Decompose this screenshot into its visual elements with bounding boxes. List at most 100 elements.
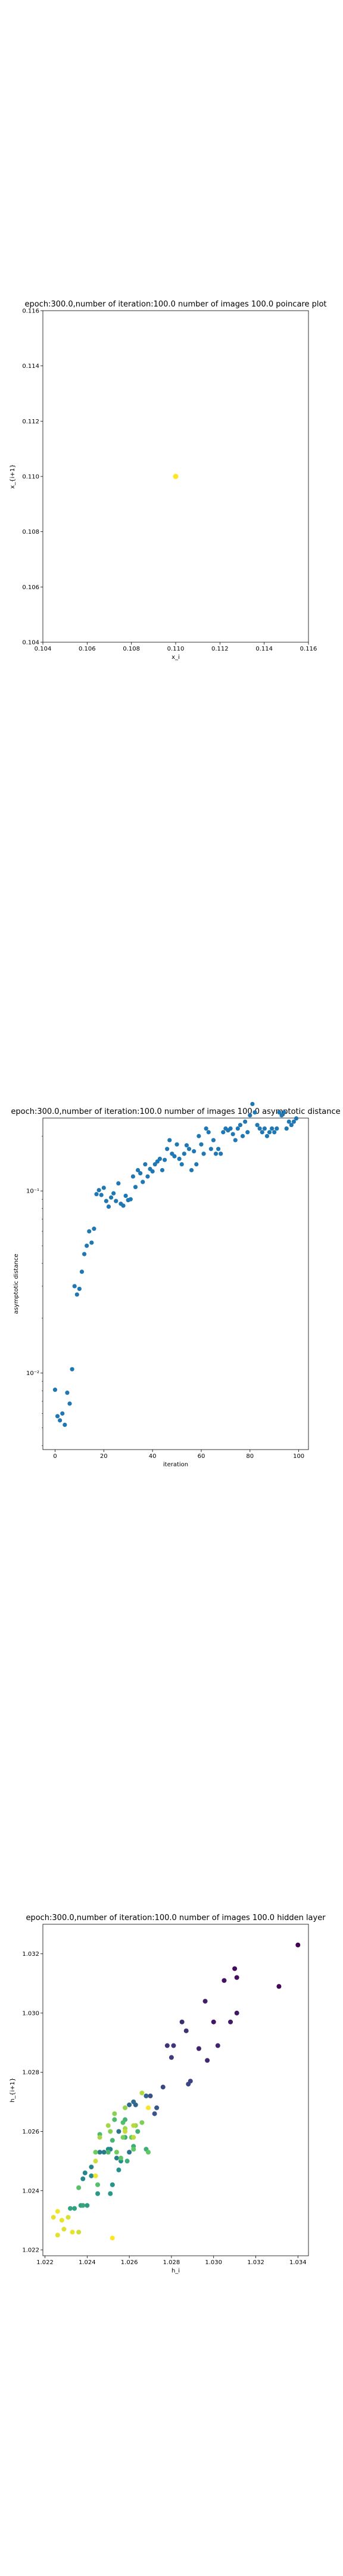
x-tick-label: 1.032 [247,2259,264,2266]
data-point [221,1130,226,1135]
data-point [145,2105,151,2110]
data-point [150,1169,155,1174]
data-point [58,1418,63,1423]
y-axis-label: asymptotic distance [13,1253,20,1314]
data-point [197,1134,201,1138]
y-tick-label: 0.104 [22,640,39,646]
data-point [194,1162,199,1167]
data-point [124,2159,130,2164]
y-tick-label: 0.110 [22,474,39,481]
data-point [66,2215,71,2220]
data-point [116,1181,121,1186]
data-point [108,2129,113,2134]
data-point [257,1126,262,1131]
data-point [232,1966,238,1971]
data-point [51,2215,56,2220]
data-point [94,1192,99,1197]
data-point [135,2129,141,2134]
data-point [157,1156,163,1162]
data-point [138,1171,143,1176]
data-point [169,2055,174,2060]
y-tick-label: 0.108 [22,529,39,535]
data-point [252,1110,257,1115]
data-point [80,2176,86,2181]
data-point [183,2028,189,2033]
y-tick-label: 1.024 [22,2188,39,2194]
data-point [164,2043,170,2048]
data-point [101,1185,106,1190]
data-point [186,1147,192,1151]
x-tick-label: 40 [149,1453,157,1460]
data-point [234,2010,239,2015]
x-tick-label: 0.112 [211,646,229,652]
data-point [111,1191,116,1196]
y-tick-label: 1.030 [22,2010,39,2017]
data-point [79,1270,85,1274]
data-point [216,1147,221,1151]
data-point [128,1197,133,1202]
data-point [114,2156,119,2161]
data-point [141,1179,145,1184]
data-point [264,1134,270,1138]
data-point [123,2129,128,2134]
data-point [135,1168,141,1172]
data-point [235,1126,240,1131]
data-point [72,2206,77,2211]
data-point [131,2123,136,2128]
data-point [255,1123,260,1128]
data-point [148,2093,153,2098]
data-point [116,2129,121,2134]
data-point [85,2203,90,2208]
data-point [97,2150,102,2155]
y-tick-label: 1.032 [22,1951,39,1958]
data-point [204,1126,208,1131]
data-point [82,1252,87,1256]
data-point [267,1130,272,1135]
x-tick-label: 80 [246,1453,254,1460]
data-point [143,1162,148,1167]
plot-frame [42,1924,309,2256]
data-point [85,1243,89,1248]
data-point [286,1119,291,1124]
data-point [76,2230,82,2235]
data-point [70,1367,74,1371]
data-point [250,1101,255,1107]
y-tick-label: 0.114 [22,363,39,370]
x-tick-label: 20 [100,1453,108,1460]
data-point [104,1199,108,1203]
y-tick-label: 10⁻² [26,1370,39,1377]
data-point [131,2099,136,2104]
data-point [245,1130,250,1135]
data-point [192,1149,197,1154]
data-point [260,1130,264,1135]
data-point [211,2019,216,2024]
data-point [171,2043,176,2048]
data-point [63,1422,67,1428]
x-tick-label: 0.110 [167,646,185,652]
data-point [248,1113,252,1118]
data-point [172,1154,177,1159]
data-point [205,2058,210,2063]
x-axis-label: h_i [172,2268,180,2274]
x-tick-label: 1.030 [205,2259,222,2266]
data-point [68,2206,73,2211]
data-point [65,1391,70,1395]
data-point [211,1138,216,1143]
chart-title: epoch:300.0,number of iteration:100.0 nu… [11,1107,340,1116]
data-point [270,1126,275,1131]
data-point [173,473,179,479]
x-tick-label: 0.106 [79,646,96,652]
data-point [118,2156,123,2161]
x-tick-label: 0.108 [123,646,140,652]
x-axis-label: iteration [163,1462,188,1468]
data-point [289,1123,294,1128]
data-point [110,2182,115,2187]
data-point [167,1138,172,1143]
data-point [72,1284,77,1289]
data-point [215,2043,220,2048]
data-point [152,2111,157,2116]
hidden-layer-plot: epoch:300.0,number of iteration:100.0 nu… [10,1914,326,2274]
data-point [202,1999,208,2004]
data-point [228,2019,233,2024]
y-tick-label: 1.028 [22,2070,39,2076]
